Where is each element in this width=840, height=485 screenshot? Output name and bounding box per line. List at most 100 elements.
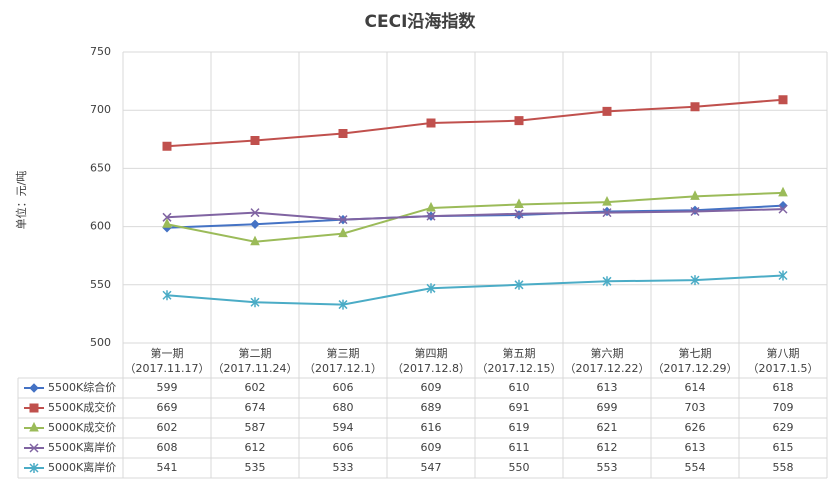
table-value: 587 xyxy=(245,421,266,434)
data-point xyxy=(338,299,348,310)
data-point xyxy=(602,208,612,218)
table-value: 609 xyxy=(421,381,442,394)
table-value: 629 xyxy=(773,421,794,434)
data-point xyxy=(514,209,524,219)
data-point xyxy=(250,297,260,308)
legend-label: 5500K离岸价 xyxy=(48,440,116,454)
data-point xyxy=(514,198,524,208)
legend-label: 5500K综合价 xyxy=(48,380,116,394)
table-value: 535 xyxy=(245,461,266,474)
table-value: 615 xyxy=(773,441,794,454)
y-tick-label: 550 xyxy=(90,278,111,291)
series-line xyxy=(166,208,784,221)
data-point xyxy=(250,135,260,145)
data-point xyxy=(250,208,260,218)
table-value: 613 xyxy=(597,381,618,394)
table-value: 550 xyxy=(509,461,530,474)
table-value: 674 xyxy=(245,401,266,414)
y-tick-label: 700 xyxy=(90,103,111,116)
table-value: 613 xyxy=(685,441,706,454)
x-tick-label: 第七期 xyxy=(679,346,712,360)
table-value: 609 xyxy=(421,441,442,454)
data-point xyxy=(338,128,348,138)
table-value: 680 xyxy=(333,401,354,414)
table-value: 616 xyxy=(421,421,442,434)
table-value: 612 xyxy=(245,441,266,454)
table-value: 621 xyxy=(597,421,618,434)
x-tick-label: 第二期 xyxy=(239,346,272,360)
data-point xyxy=(250,235,260,246)
data-point xyxy=(690,102,700,112)
y-axis-label: 单位：元/吨 xyxy=(14,171,28,230)
table-value: 612 xyxy=(597,441,618,454)
legend-marker xyxy=(29,403,39,413)
x-tick-label: （2017.11.17） xyxy=(125,362,210,375)
table-value: 619 xyxy=(509,421,530,434)
data-point xyxy=(778,204,788,214)
legend-marker xyxy=(29,383,39,393)
y-tick-label: 650 xyxy=(90,161,111,174)
data-point xyxy=(426,201,436,212)
series-line xyxy=(166,191,784,243)
chart-title: CECI沿海指数 xyxy=(365,11,477,32)
data-point xyxy=(162,290,172,301)
data-point xyxy=(778,95,788,105)
x-tick-label: （2017.12.29） xyxy=(653,362,738,375)
table-value: 602 xyxy=(245,381,266,394)
y-tick-label: 500 xyxy=(90,336,111,349)
legend-label: 5000K离岸价 xyxy=(48,460,116,474)
table-value: 533 xyxy=(333,461,354,474)
data-point xyxy=(162,218,172,228)
x-tick-label: （2017.11.24） xyxy=(213,362,298,375)
data-point xyxy=(338,215,348,225)
data-point xyxy=(426,211,436,221)
table-value: 606 xyxy=(333,441,354,454)
legend-marker xyxy=(29,443,39,453)
table-value: 606 xyxy=(333,381,354,394)
table-value: 610 xyxy=(509,381,530,394)
legend-label: 5000K成交价 xyxy=(48,420,116,434)
data-point xyxy=(690,190,700,200)
legend-label: 5500K成交价 xyxy=(48,400,116,414)
data-point xyxy=(778,270,788,281)
x-tick-label: 第一期 xyxy=(151,346,184,360)
table-value: 558 xyxy=(773,461,794,474)
data-point xyxy=(426,283,436,294)
data-point xyxy=(514,116,524,126)
x-tick-label: （2017.12.15） xyxy=(477,362,562,375)
data-point xyxy=(602,196,612,206)
data-point xyxy=(162,212,172,222)
table-value: 689 xyxy=(421,401,442,414)
data-point xyxy=(602,106,612,116)
table-value: 691 xyxy=(509,401,530,414)
table-value: 709 xyxy=(773,401,794,414)
data-point xyxy=(250,219,260,229)
data-point xyxy=(690,205,700,216)
data-point xyxy=(514,279,524,290)
table-value: 669 xyxy=(157,401,178,414)
x-tick-label: 第三期 xyxy=(327,346,360,360)
legend-marker xyxy=(29,463,39,473)
table-value: 541 xyxy=(157,461,178,474)
table-value: 553 xyxy=(597,461,618,474)
x-tick-label: （2017.12.1） xyxy=(304,362,382,375)
data-point xyxy=(602,206,612,217)
data-point xyxy=(338,227,348,238)
table-value: 547 xyxy=(421,461,442,474)
x-tick-label: 第六期 xyxy=(591,346,624,360)
table-value: 594 xyxy=(333,421,354,434)
table-value: 554 xyxy=(685,461,706,474)
data-point xyxy=(602,276,612,287)
x-tick-label: 第八期 xyxy=(767,346,800,360)
data-point xyxy=(514,210,524,220)
table-value: 602 xyxy=(157,421,178,434)
y-tick-label: 750 xyxy=(90,45,111,58)
data-point xyxy=(162,141,172,151)
series-line xyxy=(166,98,784,148)
y-tick-label: 600 xyxy=(90,220,111,233)
x-tick-label: （2017.12.22） xyxy=(565,362,650,375)
x-tick-label: （2017.12.8） xyxy=(392,362,470,375)
table-value: 699 xyxy=(597,401,618,414)
x-tick-label: 第五期 xyxy=(503,346,536,360)
